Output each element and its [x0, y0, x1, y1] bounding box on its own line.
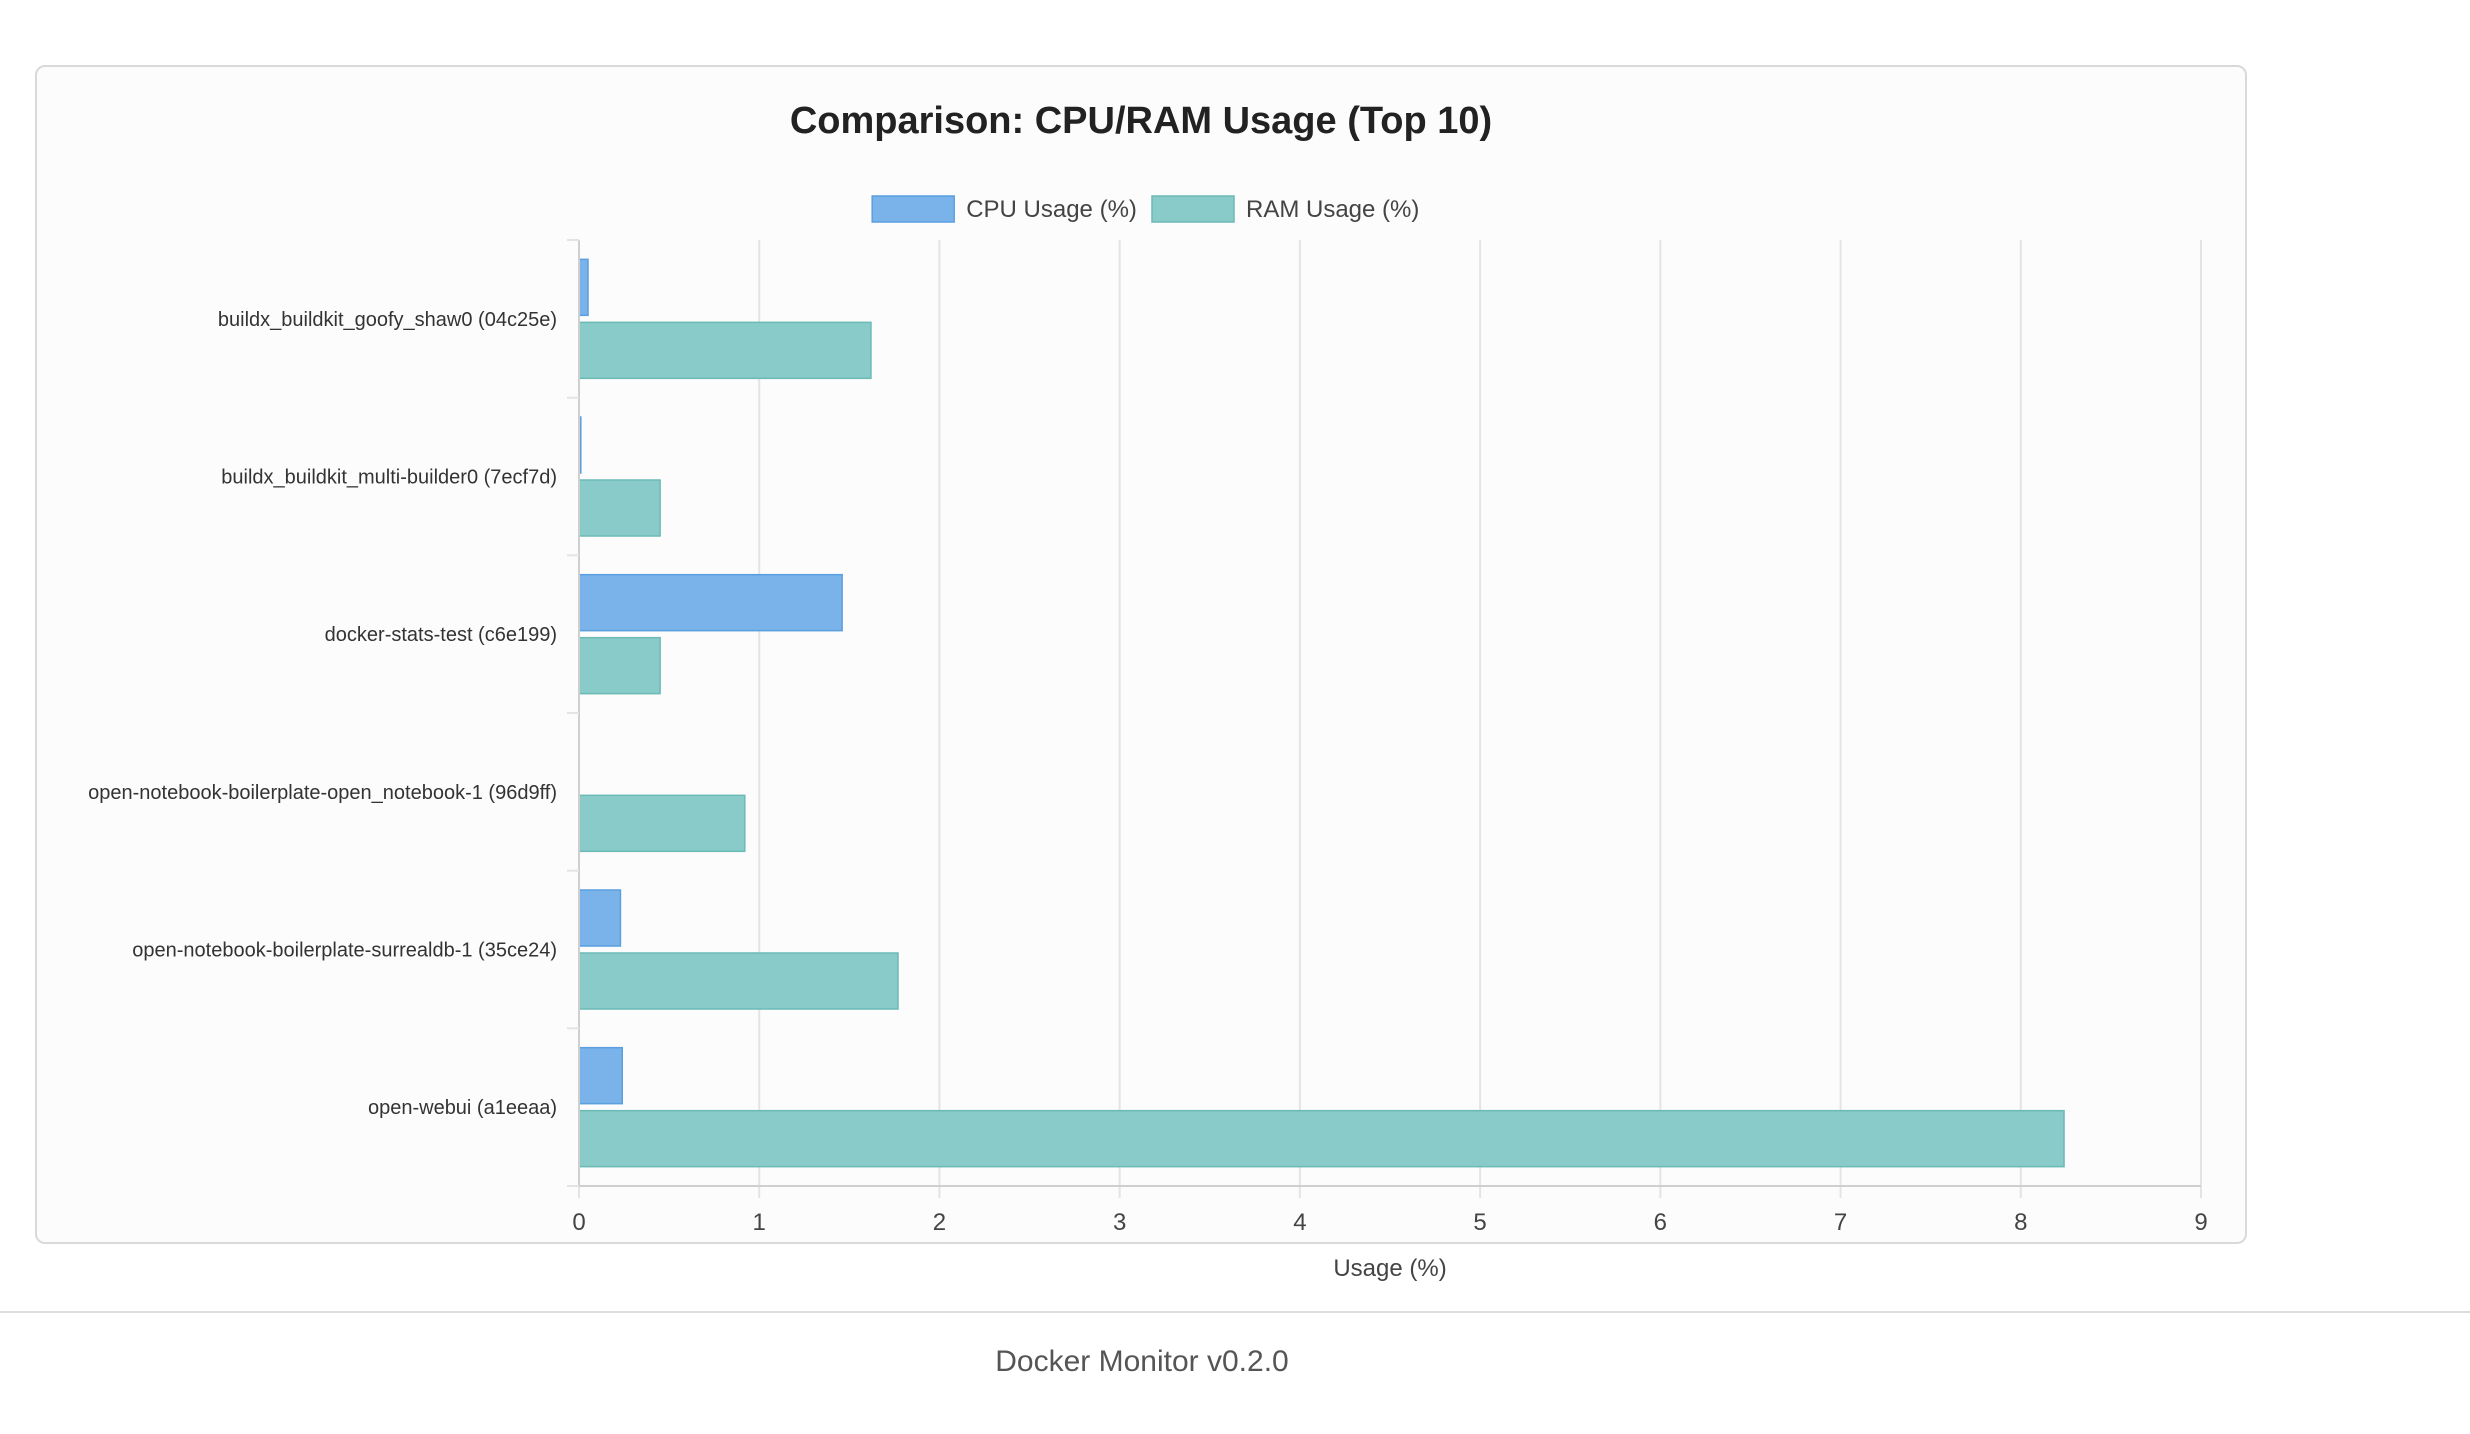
cpu-bar[interactable] [578, 1046, 624, 1105]
y-category-label: open-notebook-boilerplate-surrealdb-1 (3… [132, 940, 557, 962]
x-tick-label: 5 [1473, 1209, 1486, 1236]
x-tick-label: 1 [753, 1209, 766, 1236]
legend[interactable]: CPU Usage (%) RAM Usage (%) [871, 195, 1419, 223]
y-category-label: docker-stats-test (c6e199) [325, 624, 557, 646]
x-tick-label: 0 [572, 1209, 585, 1236]
y-category-label: open-webui (a1eeaa) [368, 1097, 557, 1119]
x-tick-label: 6 [1654, 1209, 1667, 1236]
bars [578, 258, 2065, 1168]
chart-card [35, 65, 2247, 1244]
y-category-label: buildx_buildkit_goofy_shaw0 (04c25e) [218, 309, 557, 331]
legend-label-ram[interactable]: RAM Usage (%) [1246, 196, 1419, 223]
cpu-bar[interactable] [578, 258, 589, 317]
y-category-label: open-notebook-boilerplate-open_notebook-… [88, 782, 557, 804]
grid-lines [758, 240, 2202, 1186]
footer-version-text: Docker Monitor v0.2.0 [995, 1345, 1289, 1378]
y-category-label: buildx_buildkit_multi-builder0 (7ecf7d) [221, 467, 557, 489]
legend-swatch-cpu[interactable] [871, 195, 955, 223]
cpu-bar[interactable] [578, 889, 622, 947]
footer-divider [0, 1311, 2470, 1313]
x-tick-label: 3 [1113, 1209, 1126, 1236]
legend-label-cpu[interactable]: CPU Usage (%) [966, 196, 1137, 223]
ram-bar[interactable] [578, 636, 661, 695]
x-tick-label: 7 [1834, 1209, 1847, 1236]
legend-swatch-ram[interactable] [1151, 195, 1235, 223]
cpu-bar[interactable] [578, 573, 843, 632]
ram-bar[interactable] [578, 952, 899, 1010]
x-axis-title: Usage (%) [1333, 1255, 1446, 1282]
labels: 0 1 2 3 4 5 6 7 8 9 buildx_buildkit_goofy_shaw0 (0… [88, 309, 2208, 1236]
ram-bar[interactable] [578, 321, 872, 380]
ram-bar[interactable] [578, 794, 746, 853]
x-tick-label: 8 [2014, 1209, 2027, 1236]
x-tick-label: 2 [933, 1209, 946, 1236]
chart-title: Comparison: CPU/RAM Usage (Top 10) [790, 100, 1492, 142]
axes [567, 239, 2202, 1198]
x-tick-label: 4 [1293, 1209, 1306, 1236]
ram-bar[interactable] [578, 1109, 2065, 1168]
ram-bar[interactable] [578, 479, 661, 537]
x-tick-label: 9 [2194, 1209, 2207, 1236]
